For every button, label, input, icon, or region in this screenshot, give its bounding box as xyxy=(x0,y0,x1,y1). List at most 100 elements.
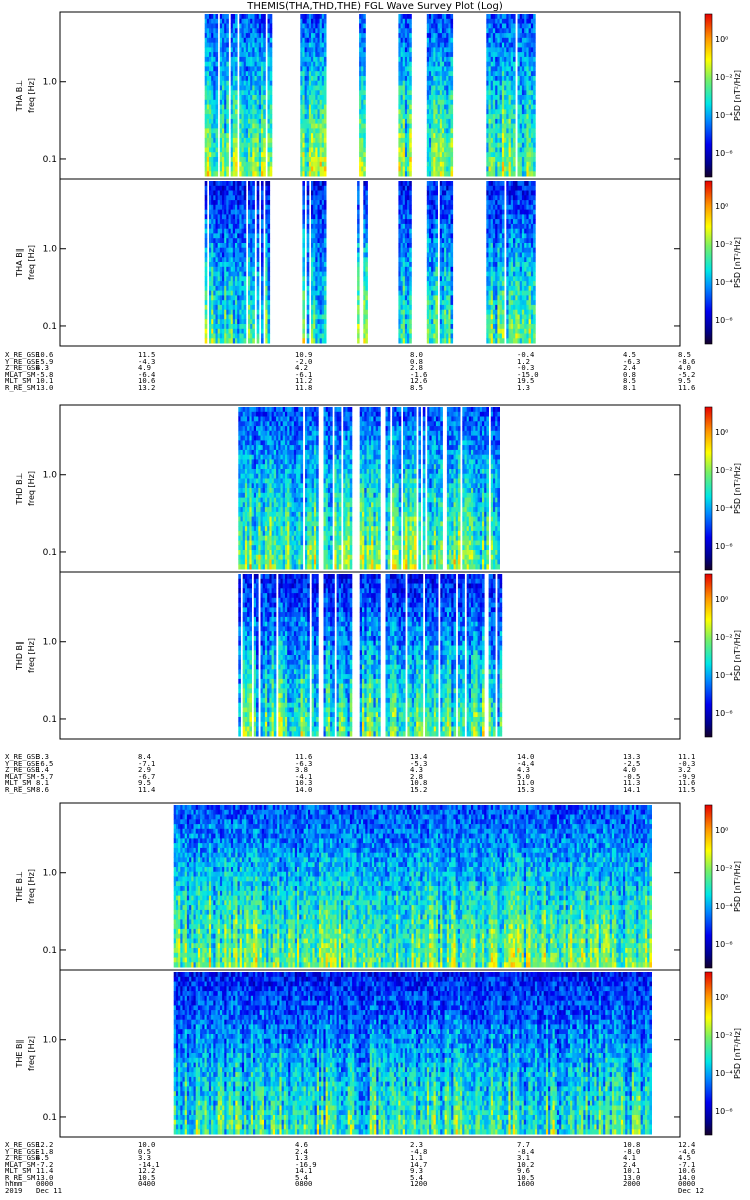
spectrogram-cell xyxy=(506,219,509,224)
spectrogram-cell xyxy=(252,291,255,296)
spectrogram-cell xyxy=(500,205,503,210)
spectrogram-cell xyxy=(451,52,454,57)
spectrogram-cell xyxy=(409,105,412,110)
spectrogram-cell xyxy=(302,253,305,258)
spectrogram-cell xyxy=(506,152,509,157)
spectrogram-cell xyxy=(513,143,516,148)
spectrogram-cell xyxy=(263,119,266,124)
spectrogram-cell xyxy=(216,133,219,138)
spectrogram-cell xyxy=(270,162,273,167)
spectrogram-cell xyxy=(302,305,305,310)
spectrogram-cell xyxy=(257,181,260,186)
spectrogram-cell xyxy=(506,210,509,215)
spectrogram-cell xyxy=(529,76,532,81)
spectrogram-cell xyxy=(226,19,229,24)
spectrogram-cell xyxy=(263,152,266,157)
spectrogram-cell xyxy=(493,262,496,267)
spectrogram-cell xyxy=(226,162,229,167)
spectrogram-cell xyxy=(363,167,366,172)
spectrogram-cell xyxy=(302,205,305,210)
spectrogram-cell xyxy=(500,295,503,300)
spectrogram-cell xyxy=(307,243,310,248)
spectrogram-cell xyxy=(409,90,412,95)
spectrogram-cell xyxy=(357,200,360,205)
spectrogram-cell xyxy=(493,205,496,210)
spectrogram-cell xyxy=(307,253,310,258)
spectrogram-cell xyxy=(324,238,327,243)
spectrogram-cell xyxy=(307,324,310,329)
spectrogram-cell xyxy=(244,267,247,272)
spectrogram-cell xyxy=(270,81,273,86)
spectrogram-cell xyxy=(513,167,516,172)
spectrogram-cell xyxy=(513,24,516,29)
spectrogram-cell xyxy=(268,224,271,229)
spectrogram-cell xyxy=(263,133,266,138)
spectrogram-cell xyxy=(307,219,310,224)
spectrogram-cell xyxy=(257,319,260,324)
spectrogram-cell xyxy=(506,319,509,324)
spectrogram-cell xyxy=(529,90,532,95)
spectrogram-cell xyxy=(257,315,260,320)
spectrogram-cell xyxy=(533,28,536,33)
spectrogram-cell xyxy=(324,119,327,124)
spectrogram-cell xyxy=(226,66,229,71)
spectrogram-cell xyxy=(502,238,505,243)
spectrogram-cell xyxy=(435,272,438,277)
spectrogram-cell xyxy=(506,243,509,248)
spectrogram-cell xyxy=(252,262,255,267)
spectrogram-cell xyxy=(409,248,412,253)
spectrogram-cell xyxy=(302,238,305,243)
spectrogram-cell xyxy=(235,14,238,19)
spectrogram-cell xyxy=(529,133,532,138)
spectrogram-cell xyxy=(363,66,366,71)
spectrogram-cell xyxy=(307,276,310,281)
spectrogram-cell xyxy=(506,334,509,339)
spectrogram-cell xyxy=(409,76,412,81)
spectrogram-cell xyxy=(205,338,208,343)
spectrogram-cell xyxy=(324,315,327,320)
spectrogram-cell xyxy=(493,105,496,110)
spectrogram-cell xyxy=(409,14,412,19)
spectrogram-cell xyxy=(409,181,412,186)
spectrogram-cell xyxy=(324,219,327,224)
spectrogram-cell xyxy=(302,233,305,238)
spectrogram-cell xyxy=(529,105,532,110)
spectrogram-cell xyxy=(513,86,516,91)
spectrogram-cell xyxy=(324,71,327,76)
spectrogram-cell xyxy=(451,148,454,153)
spectrogram-cell xyxy=(363,86,366,91)
spectrogram-cell xyxy=(270,148,273,153)
spectrogram-cell xyxy=(502,257,505,262)
spectrogram-cell xyxy=(307,300,310,305)
spectrogram-cell xyxy=(257,262,260,267)
spectrogram-cell xyxy=(307,338,310,343)
spectrogram-cell xyxy=(261,267,264,272)
spectrogram-cell xyxy=(435,195,438,200)
spectrogram-cell xyxy=(500,28,503,33)
spectrogram-cell xyxy=(513,186,516,191)
spectrogram-cell xyxy=(451,229,454,234)
spectrogram-cell xyxy=(307,334,310,339)
spectrogram-cell xyxy=(261,257,264,262)
spectrogram-cell xyxy=(261,286,264,291)
spectrogram-cell xyxy=(226,62,229,67)
spectrogram-cell xyxy=(302,324,305,329)
spectrogram-cell xyxy=(357,291,360,296)
spectrogram-cell xyxy=(500,33,503,38)
spectrogram-cell xyxy=(493,248,496,253)
spectrogram-cell xyxy=(502,219,505,224)
spectrogram-cell xyxy=(529,71,532,76)
spectrogram-cell xyxy=(500,86,503,91)
spectrogram-cell xyxy=(226,47,229,52)
spectrogram-cell xyxy=(226,14,229,19)
spectrogram-cell xyxy=(513,66,516,71)
spectrogram-cell xyxy=(451,33,454,38)
spectrogram-cell xyxy=(357,181,360,186)
spectrogram-cell xyxy=(244,243,247,248)
spectrogram-cell xyxy=(357,300,360,305)
spectrogram-cell xyxy=(500,214,503,219)
spectrogram-cell xyxy=(363,148,366,153)
spectrogram-cell xyxy=(506,267,509,272)
spectrogram-cell xyxy=(252,205,255,210)
spectrogram-cell xyxy=(513,157,516,162)
